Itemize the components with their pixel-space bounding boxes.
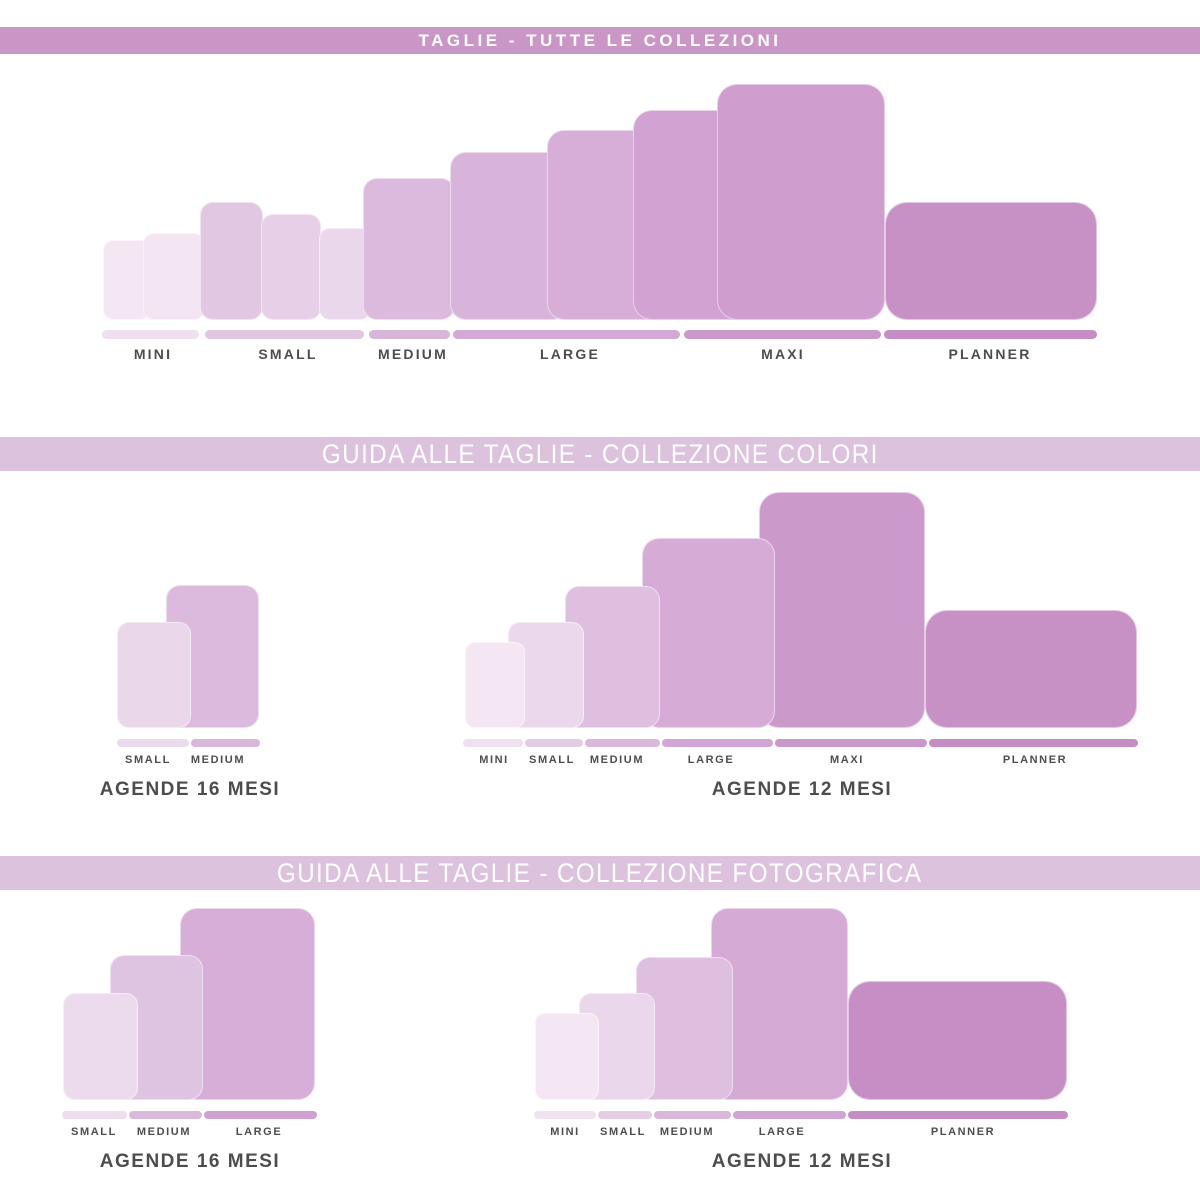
size-shape-mini [535,1013,599,1100]
size-label-medium: MEDIUM [589,754,645,766]
collection-title: AGENDE 12 MESI [711,1151,893,1172]
size-label-small: SMALL [125,754,171,766]
size-shape-maxi [717,84,885,320]
size-shape-mini [103,240,150,320]
size-shape-small [319,228,371,320]
size-label-mini: MINI [550,1126,580,1138]
size-underline-medium [129,1111,202,1119]
size-label-large: LARGE [687,754,735,766]
size-shape-small [63,993,138,1100]
size-label-small: SMALL [529,754,575,766]
size-shape-large [642,538,775,728]
size-underline-small [525,739,583,747]
size-underline-large [453,330,680,339]
size-label-small: SMALL [600,1126,646,1138]
size-underline-mini [463,739,523,747]
size-label-maxi: MAXI [761,346,805,362]
size-shape-mini [465,642,525,728]
collection-title: AGENDE 12 MESI [711,779,893,800]
collection-title: AGENDE 16 MESI [99,1151,281,1172]
size-shape-maxi [759,492,925,728]
size-underline-planner [884,330,1097,339]
section-header-collezione-fotografica-label: GUIDA ALLE TAGLIE - COLLEZIONE FOTOGRAFI… [277,857,923,888]
size-underline-maxi [775,739,927,747]
size-shape-small [200,202,263,320]
size-shape-planner [848,981,1067,1100]
size-underline-medium [585,739,660,747]
size-underline-maxi [684,330,881,339]
size-label-large: LARGE [235,1126,283,1138]
size-underline-large [204,1111,317,1119]
size-shape-planner [925,610,1137,728]
size-underline-small [62,1111,127,1119]
size-label-planner: PLANNER [930,1126,996,1138]
section-header-collezione-fotografica: GUIDA ALLE TAGLIE - COLLEZIONE FOTOGRAFI… [0,856,1200,890]
size-shape-small [261,214,321,320]
size-label-large: LARGE [758,1126,806,1138]
size-underline-planner [929,739,1138,747]
size-underline-medium [369,330,450,339]
size-underline-mini [534,1111,596,1119]
size-label-medium: MEDIUM [659,1126,715,1138]
size-underline-large [662,739,773,747]
size-label-planner: PLANNER [1002,754,1068,766]
size-label-planner: PLANNER [948,346,1032,362]
size-underline-mini [102,330,199,339]
size-underline-small [117,739,189,747]
size-shape-mini [143,233,205,320]
section-header-all-collections: TAGLIE - TUTTE LE COLLEZIONI [0,27,1200,54]
size-shape-small [117,622,191,728]
section-header-collezione-colori: GUIDA ALLE TAGLIE - COLLEZIONE COLORI [0,437,1200,471]
size-underline-large [733,1111,846,1119]
collection-title: AGENDE 16 MESI [99,779,281,800]
section-header-all-collections-label: TAGLIE - TUTTE LE COLLEZIONI [418,30,782,50]
size-label-mini: MINI [133,346,173,362]
size-label-small: SMALL [258,346,318,362]
size-label-large: LARGE [540,346,600,362]
size-shape-medium [363,178,455,320]
size-label-mini: MINI [479,754,509,766]
size-shape-planner [885,202,1097,320]
size-underline-medium [654,1111,731,1119]
section-header-collezione-colori-label: GUIDA ALLE TAGLIE - COLLEZIONE COLORI [321,438,879,469]
size-underline-medium [191,739,260,747]
size-shape-large [711,908,848,1100]
size-label-medium: MEDIUM [190,754,246,766]
size-label-small: SMALL [71,1126,117,1138]
size-label-maxi: MAXI [830,754,864,766]
size-underline-small [205,330,364,339]
size-underline-planner [848,1111,1068,1119]
size-label-medium: MEDIUM [136,1126,192,1138]
size-label-medium: MEDIUM [378,346,448,362]
size-underline-small [598,1111,652,1119]
